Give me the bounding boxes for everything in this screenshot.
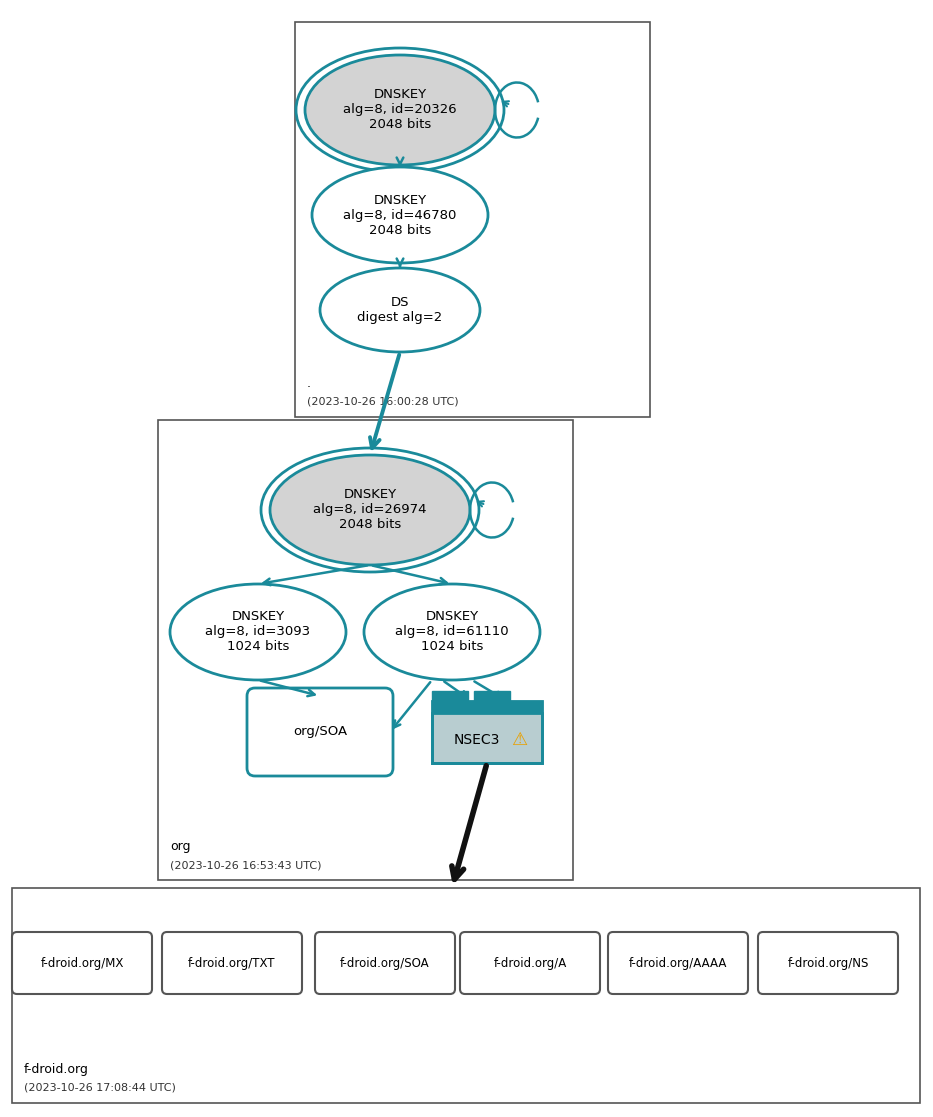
Text: f-droid.org/TXT: f-droid.org/TXT xyxy=(188,956,276,970)
Text: NSEC3: NSEC3 xyxy=(453,733,500,747)
Text: (2023-10-26 17:08:44 UTC): (2023-10-26 17:08:44 UTC) xyxy=(24,1083,176,1094)
Bar xyxy=(432,691,468,701)
Bar xyxy=(158,420,573,880)
Bar xyxy=(432,713,542,763)
Bar xyxy=(432,701,542,713)
Text: (2023-10-26 16:53:43 UTC): (2023-10-26 16:53:43 UTC) xyxy=(170,860,322,870)
FancyBboxPatch shape xyxy=(460,932,600,994)
FancyBboxPatch shape xyxy=(247,688,393,776)
Ellipse shape xyxy=(320,268,480,352)
Ellipse shape xyxy=(312,168,488,262)
Text: f-droid.org/SOA: f-droid.org/SOA xyxy=(341,956,430,970)
Text: DS
digest alg=2: DS digest alg=2 xyxy=(357,296,442,324)
FancyBboxPatch shape xyxy=(315,932,455,994)
Bar xyxy=(432,701,542,763)
Text: ⚠: ⚠ xyxy=(511,731,527,750)
Text: DNSKEY
alg=8, id=26974
2048 bits: DNSKEY alg=8, id=26974 2048 bits xyxy=(313,488,426,532)
Text: DNSKEY
alg=8, id=3093
1024 bits: DNSKEY alg=8, id=3093 1024 bits xyxy=(205,611,311,653)
Text: DNSKEY
alg=8, id=46780
2048 bits: DNSKEY alg=8, id=46780 2048 bits xyxy=(343,193,456,237)
FancyBboxPatch shape xyxy=(608,932,748,994)
Text: f-droid.org: f-droid.org xyxy=(24,1063,89,1076)
Bar xyxy=(295,22,650,417)
Text: .: . xyxy=(307,378,311,390)
Text: f-droid.org/MX: f-droid.org/MX xyxy=(40,956,124,970)
Text: f-droid.org/AAAA: f-droid.org/AAAA xyxy=(629,956,727,970)
Bar xyxy=(12,888,920,1102)
Text: (2023-10-26 16:00:28 UTC): (2023-10-26 16:00:28 UTC) xyxy=(307,397,459,407)
Bar xyxy=(474,691,510,701)
Ellipse shape xyxy=(364,584,540,680)
Text: org: org xyxy=(170,840,190,853)
Ellipse shape xyxy=(270,455,470,565)
Text: DNSKEY
alg=8, id=61110
1024 bits: DNSKEY alg=8, id=61110 1024 bits xyxy=(396,611,508,653)
FancyBboxPatch shape xyxy=(162,932,302,994)
Text: f-droid.org/NS: f-droid.org/NS xyxy=(787,956,869,970)
FancyBboxPatch shape xyxy=(12,932,152,994)
Text: org/SOA: org/SOA xyxy=(293,726,347,738)
Text: DNSKEY
alg=8, id=20326
2048 bits: DNSKEY alg=8, id=20326 2048 bits xyxy=(343,88,457,132)
FancyBboxPatch shape xyxy=(758,932,898,994)
Text: f-droid.org/A: f-droid.org/A xyxy=(494,956,566,970)
Ellipse shape xyxy=(305,55,495,165)
Ellipse shape xyxy=(170,584,346,680)
